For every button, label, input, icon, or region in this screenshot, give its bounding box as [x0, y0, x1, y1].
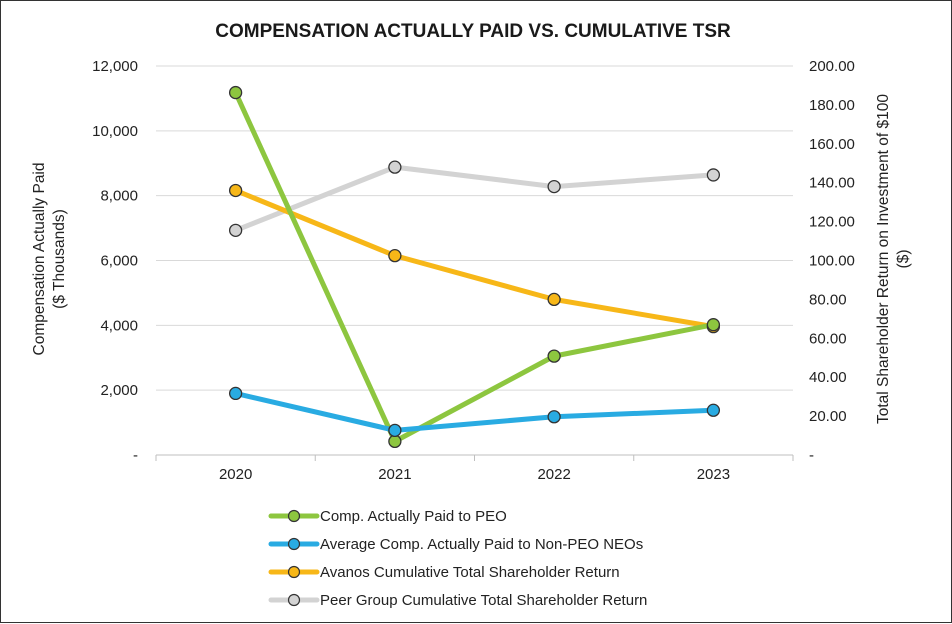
data-point: [706, 403, 721, 417]
right-tick-label: 200.00: [809, 58, 855, 75]
legend-swatch-marker: [287, 565, 301, 579]
axes: [155, 454, 794, 461]
data-point: [228, 223, 243, 238]
data-point: [547, 179, 561, 194]
data-point: [388, 423, 402, 438]
legend-label: Comp. Actually Paid to PEO: [320, 508, 507, 525]
right-axis-ticks: - 20.00 40.00 60.00 80.00 100.00 120.00 140.00 1…: [809, 58, 855, 464]
right-tick-label: -: [809, 447, 814, 464]
x-tick-label: 2021: [378, 466, 411, 483]
right-tick-label: 160.00: [809, 136, 855, 153]
series-line: [233, 187, 716, 330]
legend-label: Average Comp. Actually Paid to Non-PEO N…: [320, 536, 643, 553]
series-line: [233, 390, 716, 433]
right-tick-label: 80.00: [809, 291, 847, 308]
legend-swatch-marker: [287, 593, 301, 607]
right-axis-label-line1: Total Shareholder Return on Investment o…: [875, 94, 892, 424]
legend: Comp. Actually Paid to PEO Average Comp. …: [268, 508, 647, 609]
series-points: [228, 85, 721, 449]
data-point: [706, 168, 721, 182]
right-tick-label: 40.00: [809, 369, 847, 386]
left-tick-label: 12,000: [92, 58, 138, 75]
data-point: [228, 85, 243, 100]
legend-swatch-marker: [287, 509, 301, 523]
right-tick-label: 140.00: [809, 175, 855, 192]
gridlines: [156, 65, 793, 391]
left-tick-label: 2,000: [100, 382, 138, 399]
right-tick-label: 60.00: [809, 330, 847, 347]
data-point: [388, 160, 402, 174]
left-tick-label: 4,000: [100, 317, 138, 334]
legend-swatch-marker: [287, 537, 301, 551]
left-tick-label: -: [133, 447, 138, 464]
series-line: [233, 90, 716, 444]
left-tick-label: 6,000: [100, 253, 138, 270]
x-axis-ticks: 2020 2021 2022 2023: [219, 466, 730, 483]
legend-label: Peer Group Cumulative Total Shareholder …: [320, 592, 647, 609]
data-point: [706, 318, 721, 332]
left-axis-label-line2: ($ Thousands): [51, 209, 68, 309]
left-tick-label: 8,000: [100, 188, 138, 205]
left-tick-label: 10,000: [92, 123, 138, 140]
right-tick-label: 20.00: [809, 408, 847, 425]
left-axis-label-line1: Compensation Actually Paid: [31, 162, 48, 355]
left-axis-ticks: - 2,000 4,000 6,000 8,000 10,000 12,000: [92, 58, 138, 464]
chart-title: COMPENSATION ACTUALLY PAID VS. CUMULATIV…: [215, 21, 731, 42]
data-point: [388, 248, 402, 263]
right-tick-label: 120.00: [809, 214, 855, 231]
legend-label: Avanos Cumulative Total Shareholder Retu…: [320, 564, 620, 581]
data-point: [547, 292, 561, 307]
data-point: [547, 349, 561, 363]
series-line: [233, 164, 716, 233]
right-tick-label: 100.00: [809, 253, 855, 270]
series-lines: [233, 90, 716, 444]
right-axis-label-line2: ($): [895, 250, 912, 269]
x-tick-label: 2022: [537, 466, 570, 483]
data-point: [228, 386, 243, 401]
data-point: [228, 183, 243, 198]
right-tick-label: 180.00: [809, 97, 855, 114]
data-point: [388, 434, 402, 449]
x-tick-label: 2020: [219, 466, 252, 483]
x-tick-label: 2023: [697, 466, 730, 483]
data-point: [547, 410, 561, 424]
